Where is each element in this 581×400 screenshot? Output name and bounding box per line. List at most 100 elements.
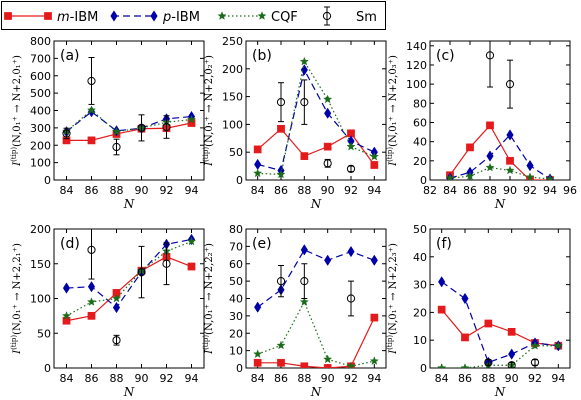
x-tick-label: 84: [435, 372, 449, 385]
y-axis-label-arg: (N,0₁⁺ → N+2,2₂⁺): [204, 243, 215, 335]
y-tick-label: 400: [30, 105, 51, 118]
y-axis-label-main: I: [388, 161, 399, 167]
x-tick-label: 90: [135, 184, 149, 197]
panel-e: 84 86 88 90 92 94 0 10 20 30 40 50 60 70 80 N I(tip)(N,0…: [202, 223, 387, 399]
legend-label-italic: m: [57, 10, 70, 25]
data-point: [507, 328, 516, 336]
y-axis-label-main: I: [12, 349, 23, 355]
data-point: [87, 245, 96, 254]
series-p-ibm: [254, 244, 378, 313]
data-point: [553, 341, 563, 350]
x-tick-label: 90: [135, 372, 149, 385]
y-tick-label: 70: [229, 240, 243, 253]
y-tick-label: 300: [30, 122, 51, 135]
legend-label: m-IBM: [57, 10, 98, 25]
y-axis-label-sup: (tip): [10, 147, 18, 162]
series-p-ibm: [62, 233, 196, 314]
y-tick-label: 150: [222, 91, 243, 104]
y-axis-label: I(tip)(N,0₁⁺ → N+2,0₂⁺): [202, 55, 215, 167]
data-point: [323, 94, 333, 104]
y-tick-label: 40: [413, 136, 427, 149]
data-point: [506, 156, 514, 165]
data-point: [486, 121, 494, 130]
legend-marker: [44, 12, 52, 20]
series-line: [66, 110, 192, 133]
y-tick-label: 200: [30, 139, 51, 152]
y-tick-label: 700: [30, 52, 51, 65]
data-point: [300, 64, 308, 76]
data-point: [62, 282, 71, 294]
x-axis-label: N: [123, 197, 135, 211]
data-point: [277, 124, 285, 133]
legend-marker: [150, 10, 158, 22]
series-line: [257, 300, 375, 367]
data-point: [254, 158, 262, 171]
x-tick-label: 86: [85, 372, 99, 385]
data-point: [346, 294, 356, 303]
y-axis-label-sup: (tip): [386, 335, 394, 350]
legend-entry-m-ibm: m-IBM: [4, 10, 98, 25]
data-point: [299, 297, 309, 306]
y-tick-label: 0: [420, 174, 427, 187]
panel-tag: (d): [60, 236, 80, 252]
series-line: [449, 133, 551, 180]
data-point: [299, 56, 309, 66]
y-tick-label: 50: [229, 146, 243, 159]
series-sm: [484, 358, 540, 368]
series-line: [66, 238, 192, 309]
series-p-ibm: [438, 276, 562, 368]
y-axis-label-sup: (tip): [202, 335, 210, 350]
series-m-ibm: [253, 124, 379, 169]
panel-tag: (b): [252, 48, 272, 64]
y-tick-label: 200: [30, 223, 51, 236]
data-point: [137, 123, 146, 132]
data-point: [62, 129, 71, 138]
series-line: [66, 122, 192, 141]
y-tick-label: 500: [30, 87, 51, 100]
series-line: [257, 317, 375, 368]
y-tick-label: 100: [222, 118, 243, 131]
data-point: [87, 76, 96, 86]
plot-area: [253, 244, 379, 368]
data-point: [276, 169, 286, 179]
series-m-ibm: [62, 252, 196, 325]
y-tick-label: 10: [413, 334, 427, 347]
y-tick-label: 50: [413, 223, 427, 236]
x-axis-label: N: [494, 197, 506, 211]
data-point: [485, 162, 495, 172]
data-point: [370, 254, 378, 266]
plot-area: [61, 57, 197, 156]
data-point: [87, 136, 96, 145]
series-line: [441, 281, 559, 364]
data-point: [324, 254, 332, 266]
y-axis-label: I(tip)(N,0₁⁺ → N+2,0₁⁺): [10, 55, 23, 167]
y-tick-label: 60: [413, 116, 427, 129]
x-tick-label: 94: [185, 184, 199, 197]
data-point: [324, 107, 332, 119]
panel-c: 82 84 86 88 90 92 94 96 0 20 40 60 80 100 120 140 N I(tip…: [386, 40, 577, 211]
x-tick-label: 94: [543, 184, 557, 197]
data-point: [369, 151, 379, 161]
x-tick-label: 86: [463, 184, 477, 197]
x-tick-label: 92: [160, 372, 174, 385]
x-tick-label: 86: [458, 372, 472, 385]
x-tick-label: 84: [60, 184, 74, 197]
series-line: [257, 127, 375, 166]
data-point: [112, 301, 121, 314]
y-tick-label: 100: [30, 157, 51, 170]
data-point: [466, 143, 474, 152]
y-tick-label: 200: [222, 63, 243, 76]
y-axis-label-arg: (N,0₁⁺ → N+2,0₃⁺): [388, 55, 399, 147]
data-point: [300, 152, 309, 160]
x-tick-label: 88: [110, 184, 124, 197]
series-sm: [87, 229, 171, 346]
data-point: [61, 311, 72, 320]
data-point: [162, 259, 171, 268]
x-tick-label: 92: [160, 184, 174, 197]
data-point: [86, 297, 97, 306]
data-point: [111, 293, 122, 303]
legend: m-IBM p-IBM CQF Sm: [1, 1, 386, 30]
series-m-ibm: [62, 119, 196, 145]
data-point: [461, 292, 469, 305]
series-cqf: [61, 236, 197, 320]
